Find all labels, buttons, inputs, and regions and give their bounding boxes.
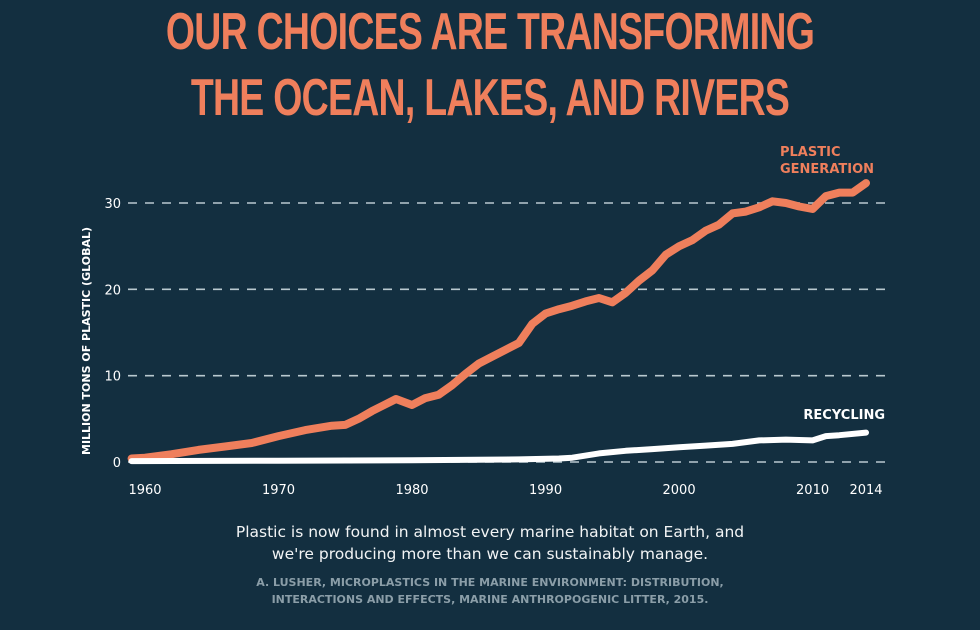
x-tick-label-1980: 1980 (395, 483, 428, 498)
caption: Plastic is now found in almost every mar… (0, 521, 980, 565)
x-tick-label-1970: 1970 (262, 483, 295, 498)
caption-line-1: Plastic is now found in almost every mar… (235, 523, 745, 541)
x-tick-label-1990: 1990 (529, 483, 562, 498)
series-line-plastic-generation (127, 179, 870, 463)
x-tick-label-2014: 2014 (849, 483, 882, 498)
x-tick-label-2000: 2000 (663, 483, 696, 498)
series-line-recycling (128, 429, 869, 465)
source-line-1: A. LUSHER, MICROPLASTICS IN THE MARINE E… (256, 576, 724, 589)
x-tick-label-2010: 2010 (796, 483, 829, 498)
y-axis-label: MILLION TONS OF PLASTIC (GLOBAL) (80, 227, 93, 455)
source-citation: A. LUSHER, MICROPLASTICS IN THE MARINE E… (0, 574, 980, 608)
legend-plastic-generation-line-2: GENERATION (780, 162, 874, 177)
y-tick-label-20: 20 (104, 283, 121, 298)
legend-recycling: RECYCLING (803, 408, 885, 423)
legend-plastic-generation-line-1: PLASTIC (780, 145, 840, 160)
title-line-2: THE OCEAN, LAKES, AND RIVERS (190, 69, 790, 127)
y-tick-label-0: 0 (113, 456, 121, 471)
caption-line-2: we're producing more than we can sustain… (271, 545, 709, 563)
y-tick-label-30: 30 (104, 197, 121, 212)
source-line-2: INTERACTIONS AND EFFECTS, MARINE ANTHROP… (271, 593, 709, 606)
x-tick-label-1960: 1960 (128, 483, 161, 498)
y-tick-label-10: 10 (104, 370, 121, 385)
title-line-1: OUR CHOICES ARE TRANSFORMING (165, 3, 815, 61)
